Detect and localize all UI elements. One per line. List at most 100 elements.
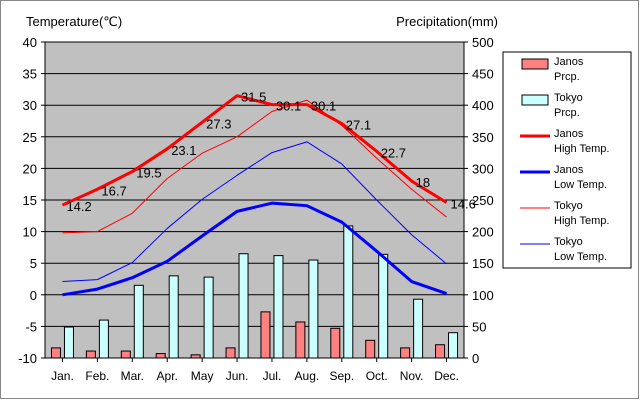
legend-swatch [521,58,549,70]
right-tick-label: 300 [472,161,494,176]
x-axis-ticks: Jan. Feb. Mar. Apr. May Jun. Jul. Aug. Sep. Oct. N… [51,358,459,383]
data-label: 19.5 [136,166,161,181]
line-tokyo-low-temp [62,141,447,283]
legend-label: Tokyo [554,236,583,248]
legend-label: High Temp. [554,143,609,155]
x-tick-label: Oct. [366,369,388,383]
left-tick-label: 15 [23,193,37,208]
legend-swatch [521,94,549,106]
bar-janos-prcp [365,339,376,359]
data-label: 18 [416,175,430,190]
left-tick-label: -10 [18,351,37,366]
x-tick-label: Aug. [295,369,320,383]
legend-box [502,51,632,269]
data-label: 30.1 [276,99,301,114]
bar-tokyo-prcp [343,225,354,359]
data-label: 27.1 [346,118,371,133]
data-label: 16.7 [101,183,126,198]
data-label: 14.6 [451,197,476,212]
x-tick-label: Jan. [51,369,74,383]
right-tick-label: 250 [472,193,494,208]
line-janos-low-temp [62,201,448,297]
left-axis-title: Temperature(℃) [26,14,122,29]
legend-label: Janos [554,164,584,176]
bar-tokyo-prcp [378,253,389,359]
right-tick-label: 50 [472,319,486,334]
right-tick-label: 150 [472,256,494,271]
temperature-lines [61,94,448,297]
value-labels: 14.2 16.7 19.5 23.1 27.3 31.5 30.1 30.1 27.1 22.7… [66,90,475,214]
legend-label: Low Temp. [554,179,607,191]
legend-label: Janos [554,56,584,68]
bar-janos-prcp [225,347,236,359]
left-tick-label: 0 [30,288,37,303]
bar-janos-prcp [50,347,61,359]
x-tick-label: Sep. [329,369,354,383]
bar-tokyo-prcp [168,275,179,359]
bar-tokyo-prcp [273,255,284,359]
x-tick-label: Nov. [400,369,424,383]
bar-tokyo-prcp [63,326,74,359]
legend-label: Prcp. [554,71,580,83]
bar-janos-prcp [190,354,201,359]
left-tick-label: -5 [25,319,37,334]
left-tick-label: 40 [23,35,37,50]
data-label: 23.1 [171,143,196,158]
right-axis-title: Precipitation(mm) [396,14,498,29]
bar-janos-prcp [260,311,271,359]
left-axis-ticks: -10 -5 0 5 10 15 20 25 30 35 40 [18,35,45,366]
x-tick-label: Apr. [157,369,178,383]
data-label: 27.3 [206,116,231,131]
left-tick-label: 10 [23,225,37,240]
line-janos-high-temp [61,94,448,207]
right-tick-label: 0 [472,351,479,366]
right-tick-label: 400 [472,98,494,113]
x-tick-label: Feb. [85,369,109,383]
bar-tokyo-prcp [238,253,249,359]
bar-janos-prcp [400,347,411,359]
gridlines [45,73,464,327]
legend-label: Janos [554,128,584,140]
left-tick-label: 5 [30,256,37,271]
legend-label: Low Temp. [554,251,607,263]
bar-tokyo-prcp [308,259,319,359]
data-label: 22.7 [381,145,406,160]
line-tokyo-high-temp [62,99,447,234]
right-tick-label: 450 [472,67,494,82]
bar-janos-prcp [330,327,341,359]
legend-label: Tokyo [554,92,583,104]
x-tick-label: Jun. [226,369,249,383]
right-tick-label: 200 [472,225,494,240]
left-tick-label: 35 [23,67,37,82]
data-label: 31.5 [241,90,266,105]
bar-janos-prcp [85,350,96,359]
bar-tokyo-prcp [203,276,214,359]
right-tick-label: 100 [472,288,494,303]
bar-tokyo-prcp [98,319,109,359]
x-tick-label: Mar. [121,369,144,383]
bar-janos-prcp [295,321,306,359]
left-tick-label: 25 [23,130,37,145]
right-tick-label: 350 [472,130,494,145]
bar-tokyo-prcp [133,284,144,359]
legend: Janos Prcp. Tokyo Prcp. Janos High Temp. Janos… [502,51,632,269]
legend-label: Prcp. [554,107,580,119]
bar-janos-prcp [435,344,446,359]
left-tick-label: 30 [23,98,37,113]
data-label: 14.2 [66,199,91,214]
legend-label: High Temp. [554,215,609,227]
bar-janos-prcp [155,353,166,359]
x-tick-label: Jul. [263,369,282,383]
legend-label: Tokyo [554,200,583,212]
right-axis-ticks: 0 50 100 150 200 250 300 350 400 450 500 [464,35,494,366]
bar-tokyo-prcp [448,332,459,359]
data-label: 30.1 [311,99,336,114]
x-tick-label: May [191,369,214,383]
x-tick-label: Dec. [434,369,459,383]
right-tick-label: 500 [472,35,494,50]
left-tick-label: 20 [23,161,37,176]
precipitation-bars [50,225,459,359]
bar-janos-prcp [120,350,131,359]
